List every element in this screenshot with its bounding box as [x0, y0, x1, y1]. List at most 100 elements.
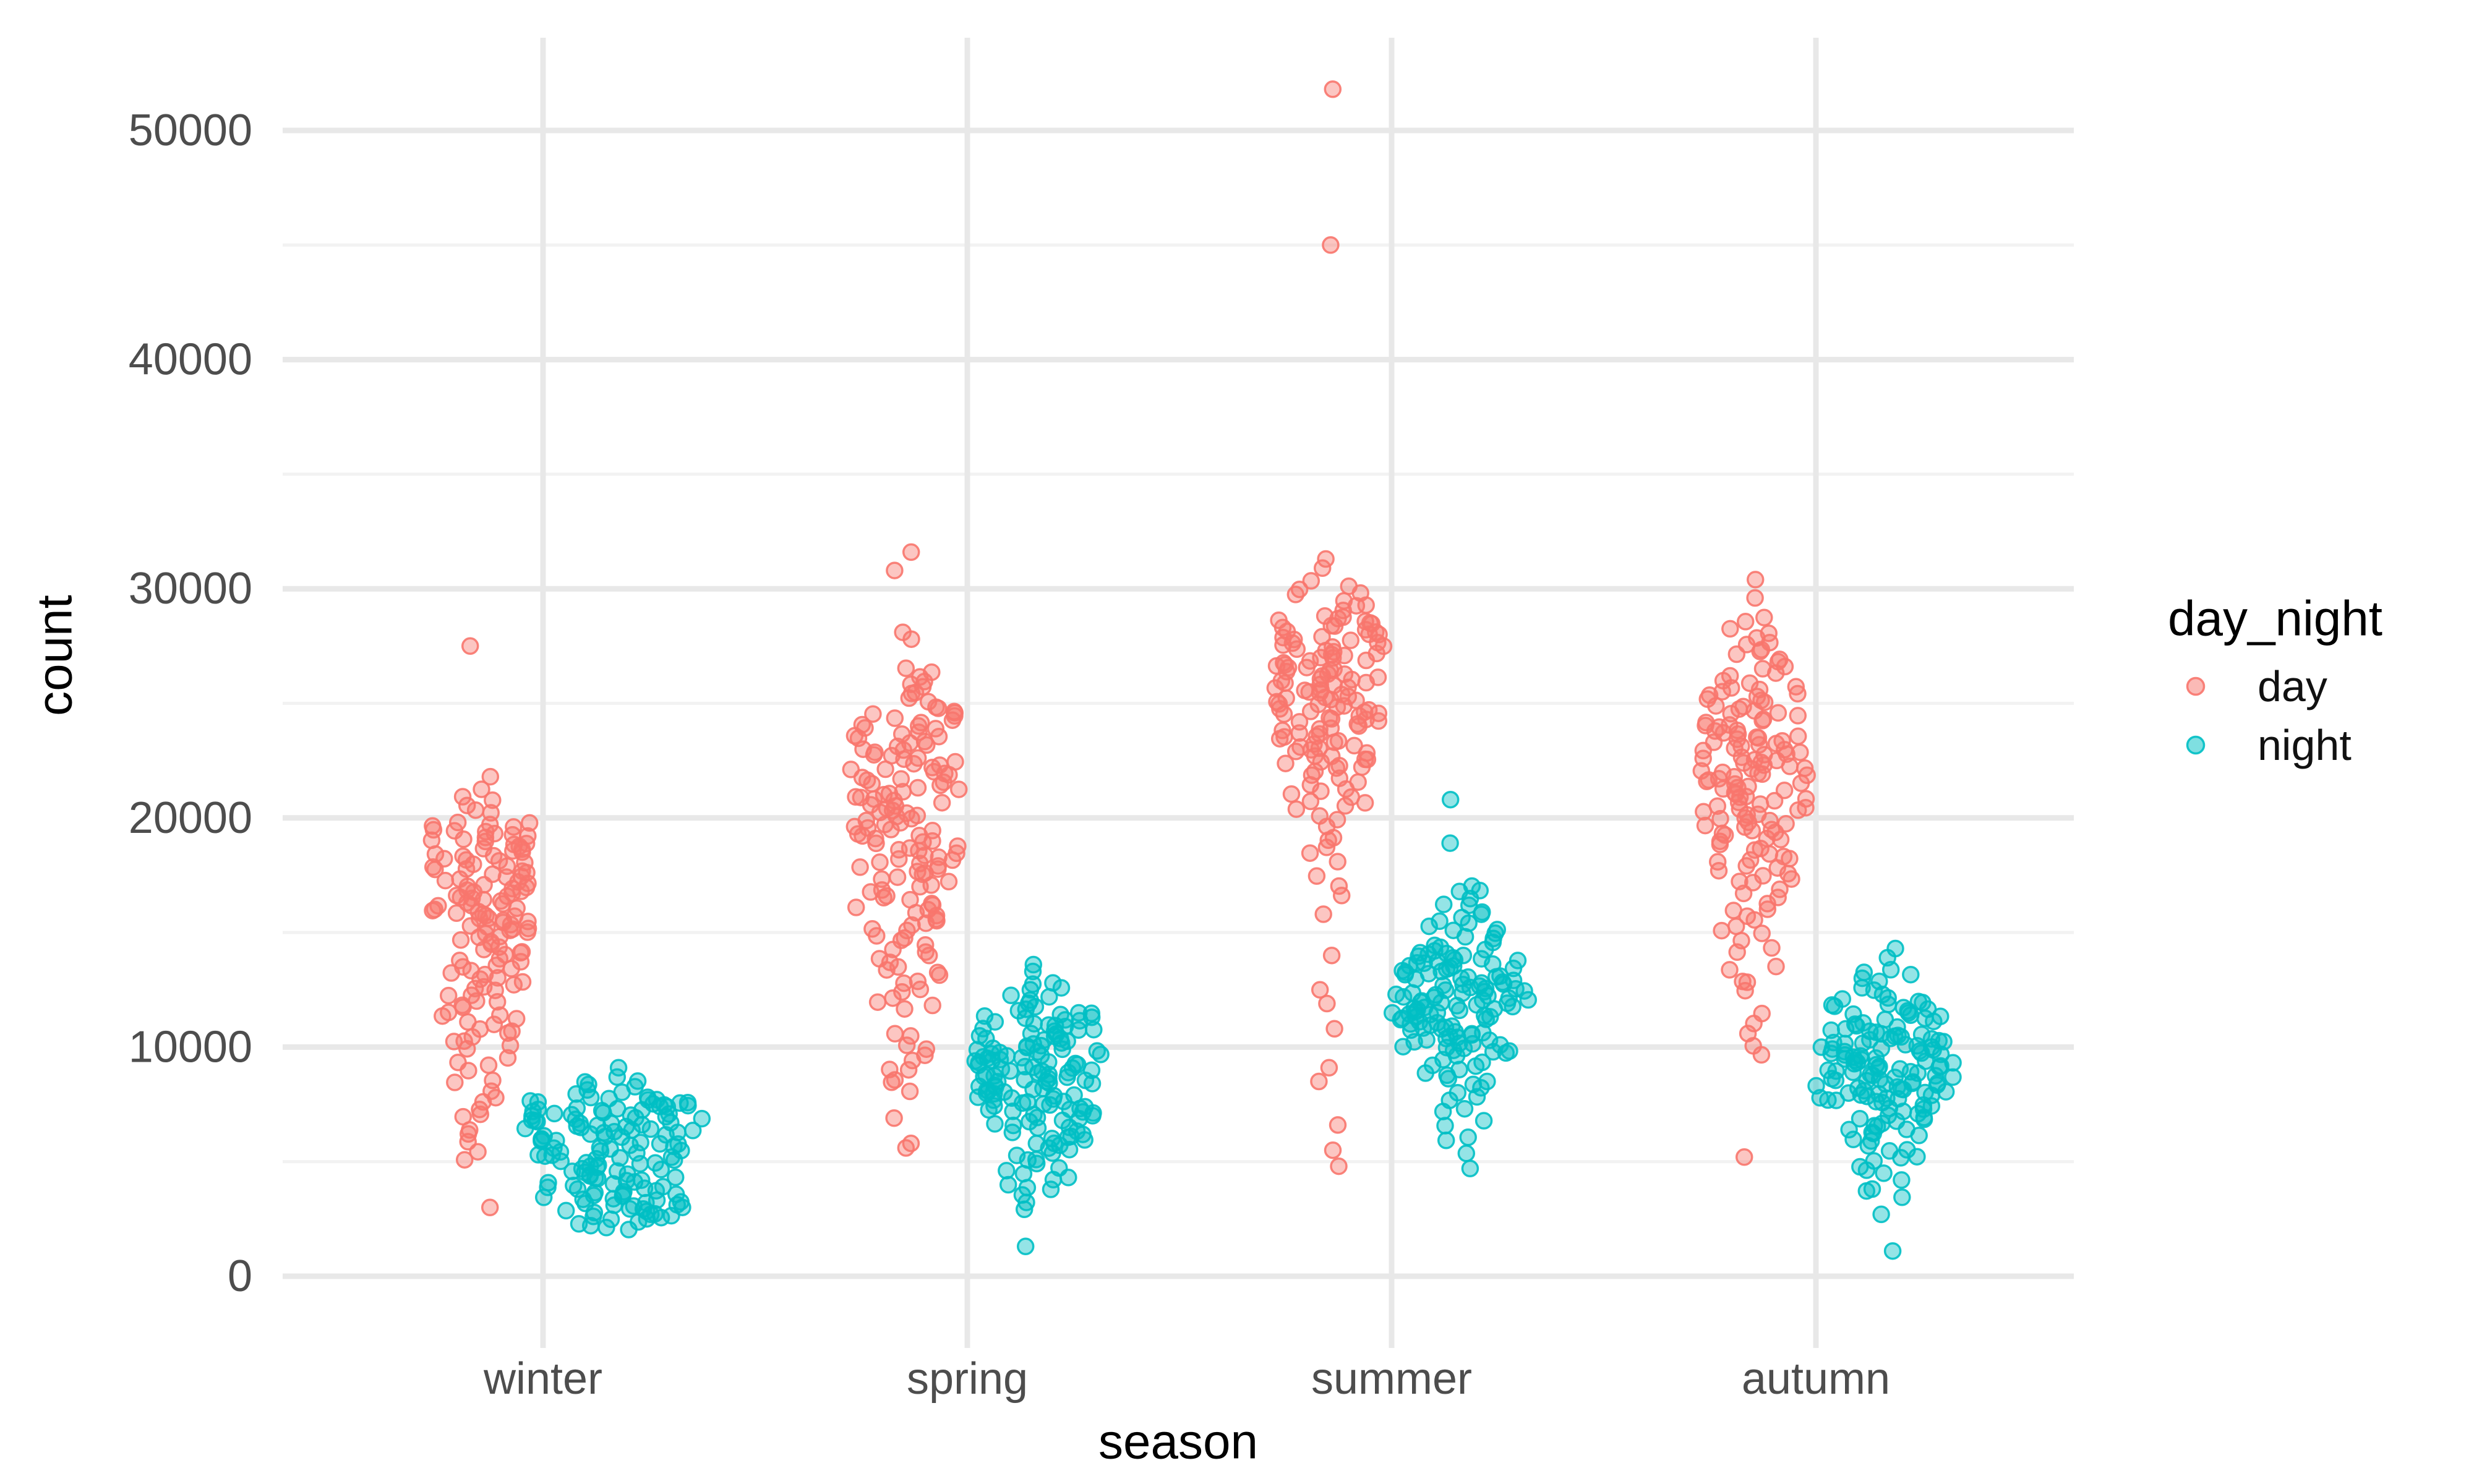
data-point-night: [1426, 942, 1444, 960]
data-point-day: [1758, 900, 1777, 918]
data-point-day: [897, 1036, 916, 1054]
data-point-day: [1268, 693, 1286, 711]
data-point-day: [1322, 719, 1340, 737]
data-point-night: [1461, 1159, 1479, 1178]
data-point-night: [1473, 1053, 1491, 1072]
data-point-day: [458, 1039, 476, 1058]
data-point-day: [901, 1082, 919, 1101]
data-point-day: [930, 848, 948, 866]
data-point-day: [931, 756, 949, 774]
data-point-day: [1751, 795, 1770, 813]
data-point-day: [1740, 674, 1759, 693]
data-point-day: [1345, 736, 1363, 755]
data-point-night: [1447, 1047, 1466, 1065]
data-point-day: [945, 702, 964, 721]
data-point-day: [946, 753, 964, 771]
data-point-night: [1478, 1072, 1496, 1091]
data-point-night: [683, 1122, 702, 1140]
data-point-night: [563, 1162, 581, 1180]
data-point-day: [1713, 921, 1731, 940]
data-point-night: [1872, 1025, 1891, 1043]
data-point-day: [1771, 650, 1789, 668]
data-point-day: [1330, 877, 1348, 895]
data-point-night: [1455, 1099, 1474, 1118]
data-point-day: [916, 936, 935, 954]
data-point-day: [1313, 628, 1331, 646]
data-point-night: [1893, 1171, 1911, 1189]
data-point-day: [1797, 799, 1815, 817]
data-point-day: [1797, 790, 1815, 808]
data-point-day: [909, 972, 927, 991]
data-point-day: [451, 952, 469, 970]
data-point-night: [666, 1168, 685, 1187]
data-point-day: [1760, 624, 1778, 642]
data-point-day: [902, 543, 920, 561]
data-point-day: [876, 816, 894, 834]
data-point-night: [1468, 1088, 1486, 1106]
data-point-night: [1070, 1110, 1089, 1128]
data-point-night: [1870, 972, 1888, 991]
data-points-layer: [422, 80, 1962, 1260]
data-point-night: [1008, 1146, 1026, 1164]
data-point-day: [490, 927, 509, 945]
legend-marker-night-icon: [2186, 735, 2206, 755]
data-point-day: [1726, 775, 1744, 793]
data-point-night: [1004, 1116, 1022, 1135]
data-point-night: [970, 1077, 988, 1096]
data-point-night: [1051, 1005, 1069, 1023]
data-point-day: [905, 754, 923, 773]
data-point-day: [897, 659, 915, 678]
data-point-night: [1914, 1096, 1933, 1114]
data-point-day: [922, 876, 940, 894]
data-point-day: [1325, 660, 1343, 678]
data-point-night: [1863, 1180, 1881, 1198]
data-point-day: [1771, 881, 1789, 898]
data-point-night: [669, 1135, 687, 1153]
cluster-winter-day: [422, 637, 539, 1217]
data-point-day: [923, 821, 941, 840]
data-point-day: [1706, 722, 1724, 740]
data-point-night: [1450, 1060, 1468, 1079]
data-point-night: [1392, 1010, 1410, 1029]
data-point-night: [1453, 908, 1471, 927]
data-point-night: [1488, 921, 1507, 939]
data-point-day: [1317, 550, 1335, 568]
data-point-day: [1774, 847, 1793, 866]
data-point-night: [1851, 1109, 1869, 1128]
x-axis-tick-labels: winter spring summer autumn: [483, 1354, 1890, 1404]
legend-label-night: night: [2258, 721, 2352, 769]
data-point-night: [1840, 1120, 1858, 1139]
data-point-night: [1463, 877, 1481, 895]
data-point-day: [1349, 773, 1367, 791]
data-point-night: [1869, 1059, 1888, 1078]
data-point-day: [892, 770, 910, 788]
data-point-day: [458, 796, 476, 814]
data-point-night: [635, 1179, 654, 1198]
data-point-night: [1457, 1145, 1476, 1162]
data-point-day: [1324, 1141, 1342, 1159]
y-tick-label: 30000: [129, 564, 252, 613]
data-point-night: [1428, 1013, 1447, 1032]
data-point-night: [1437, 1132, 1455, 1149]
data-point-day: [424, 817, 442, 835]
data-point-night: [1069, 1004, 1088, 1022]
data-point-night: [988, 1073, 1007, 1091]
data-point-night: [1444, 921, 1463, 939]
data-point-day: [452, 931, 470, 949]
data-point-day: [1748, 728, 1766, 746]
data-point-day: [449, 1053, 467, 1072]
data-point-night: [657, 1126, 675, 1144]
y-axis-title: count: [27, 595, 82, 716]
data-point-day: [1348, 715, 1366, 733]
data-point-night: [1053, 1040, 1071, 1059]
data-point-night: [628, 1072, 647, 1090]
data-point-night: [667, 1185, 685, 1203]
data-point-night: [1507, 979, 1525, 998]
data-point-day: [1755, 608, 1773, 627]
data-point-night: [1833, 990, 1852, 1008]
data-point-day: [503, 879, 521, 898]
data-point-night: [1441, 790, 1460, 809]
legend-label-day: day: [2258, 662, 2327, 710]
data-point-day: [1277, 754, 1295, 772]
data-point-night: [1024, 962, 1042, 981]
